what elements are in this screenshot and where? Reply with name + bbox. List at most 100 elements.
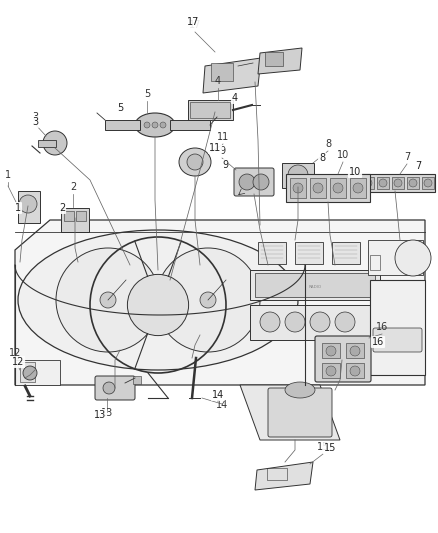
Bar xyxy=(61,208,89,232)
Polygon shape xyxy=(258,48,302,74)
Bar xyxy=(15,360,60,385)
Text: 16: 16 xyxy=(372,337,384,347)
Ellipse shape xyxy=(313,183,323,193)
Bar xyxy=(346,343,364,358)
Ellipse shape xyxy=(239,174,255,190)
Bar xyxy=(290,178,306,198)
Ellipse shape xyxy=(200,292,216,308)
Text: 10: 10 xyxy=(349,167,361,177)
Ellipse shape xyxy=(288,165,308,185)
Text: 3: 3 xyxy=(32,117,38,127)
Ellipse shape xyxy=(160,122,166,128)
Bar xyxy=(310,178,326,198)
Text: 13: 13 xyxy=(94,410,106,420)
Bar xyxy=(286,174,370,202)
Ellipse shape xyxy=(394,179,402,187)
Text: 17: 17 xyxy=(189,20,201,30)
Text: 5: 5 xyxy=(144,89,150,99)
Bar xyxy=(258,242,286,264)
Text: 2: 2 xyxy=(59,203,65,213)
Text: 8: 8 xyxy=(325,139,331,149)
Ellipse shape xyxy=(100,292,116,308)
Bar xyxy=(362,177,374,189)
Ellipse shape xyxy=(56,248,160,352)
Bar xyxy=(377,177,389,189)
Ellipse shape xyxy=(187,154,203,170)
Ellipse shape xyxy=(18,230,298,370)
Text: 10: 10 xyxy=(337,150,349,160)
Ellipse shape xyxy=(409,179,417,187)
Text: 7: 7 xyxy=(404,152,410,162)
Ellipse shape xyxy=(350,366,360,376)
Bar xyxy=(76,211,86,221)
Ellipse shape xyxy=(135,113,175,137)
Text: 4: 4 xyxy=(215,76,221,86)
Bar xyxy=(188,100,233,120)
Ellipse shape xyxy=(326,346,336,356)
Text: 1: 1 xyxy=(5,170,11,180)
Ellipse shape xyxy=(253,174,269,190)
Polygon shape xyxy=(240,385,340,440)
Ellipse shape xyxy=(424,179,432,187)
Ellipse shape xyxy=(285,382,315,398)
Ellipse shape xyxy=(335,312,355,332)
Ellipse shape xyxy=(293,183,303,193)
Ellipse shape xyxy=(350,346,360,356)
Ellipse shape xyxy=(395,240,431,276)
Bar xyxy=(422,177,434,189)
Ellipse shape xyxy=(43,131,67,155)
Bar xyxy=(211,63,233,81)
Bar xyxy=(370,280,425,375)
Bar xyxy=(357,174,435,192)
Bar xyxy=(64,211,74,221)
Ellipse shape xyxy=(310,312,330,332)
Ellipse shape xyxy=(156,248,260,352)
Ellipse shape xyxy=(364,179,372,187)
Ellipse shape xyxy=(23,366,37,380)
Bar xyxy=(133,376,141,384)
Ellipse shape xyxy=(326,366,336,376)
Bar xyxy=(18,191,40,223)
FancyBboxPatch shape xyxy=(268,388,332,437)
Text: 8: 8 xyxy=(319,153,325,163)
Bar xyxy=(392,177,404,189)
Polygon shape xyxy=(255,462,313,490)
Text: 11: 11 xyxy=(217,132,229,142)
Text: 16: 16 xyxy=(376,322,388,332)
Ellipse shape xyxy=(127,274,189,336)
Ellipse shape xyxy=(19,195,37,213)
Bar xyxy=(20,362,35,382)
Ellipse shape xyxy=(144,122,150,128)
Text: 2: 2 xyxy=(70,182,76,192)
Bar xyxy=(170,120,210,130)
Bar xyxy=(350,178,366,198)
Bar xyxy=(250,270,380,300)
Bar xyxy=(250,305,380,340)
Text: 12: 12 xyxy=(9,348,21,358)
Text: 9: 9 xyxy=(219,146,225,156)
Bar xyxy=(407,177,419,189)
Text: 11: 11 xyxy=(209,143,221,153)
Bar xyxy=(282,163,314,188)
Text: 14: 14 xyxy=(212,390,224,400)
Bar xyxy=(267,468,287,480)
FancyBboxPatch shape xyxy=(373,328,422,352)
FancyBboxPatch shape xyxy=(234,168,274,196)
Bar xyxy=(322,363,340,378)
Text: 17: 17 xyxy=(187,17,199,27)
Bar xyxy=(330,178,346,198)
Text: 12: 12 xyxy=(12,357,24,367)
Ellipse shape xyxy=(179,148,211,176)
Ellipse shape xyxy=(260,312,280,332)
Polygon shape xyxy=(15,220,425,385)
Ellipse shape xyxy=(353,183,363,193)
Ellipse shape xyxy=(285,312,305,332)
FancyBboxPatch shape xyxy=(95,376,135,400)
Ellipse shape xyxy=(152,122,158,128)
Text: 1: 1 xyxy=(15,203,21,213)
Text: 5: 5 xyxy=(117,103,123,113)
Text: 3: 3 xyxy=(32,112,38,122)
Text: RADIO: RADIO xyxy=(308,285,321,289)
Bar xyxy=(295,242,323,264)
Ellipse shape xyxy=(333,183,343,193)
